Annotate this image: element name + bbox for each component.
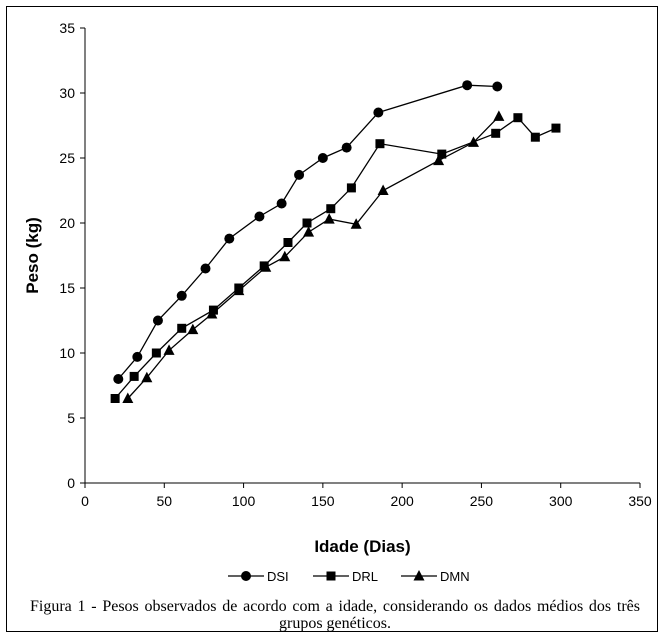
- data-point-dmn: [433, 154, 445, 166]
- data-point-drl: [129, 371, 139, 381]
- data-point-drl: [283, 238, 293, 247]
- y-tick-label: 10: [59, 345, 75, 361]
- series-line-drl: [114, 116, 557, 399]
- x-tick-label: 200: [390, 493, 414, 509]
- data-point-dmn: [303, 226, 315, 237]
- data-point-dmn: [260, 261, 272, 272]
- data-point-drl: [346, 183, 356, 193]
- data-point-drl: [375, 139, 385, 149]
- figure-caption: Figura 1 - Pesos observados de acordo co…: [30, 598, 640, 632]
- data-point-dsi: [113, 374, 124, 384]
- data-point-dmn: [206, 308, 218, 319]
- y-tick-label: 15: [59, 280, 75, 296]
- legend-item-drl: DRL: [313, 569, 378, 584]
- y-tick-label: 35: [59, 20, 75, 36]
- x-tick-label: 100: [232, 493, 256, 509]
- data-point-dmn: [350, 218, 362, 229]
- x-tick-label: 150: [311, 493, 335, 509]
- data-point-dmn: [122, 392, 134, 403]
- data-point-dmn: [377, 184, 389, 195]
- data-point-drl: [513, 113, 523, 123]
- x-tick-label: 350: [628, 493, 652, 509]
- data-point-drl: [437, 149, 447, 159]
- data-point-dsi: [294, 169, 305, 180]
- data-point-dsi: [492, 81, 503, 92]
- y-tick-label: 0: [67, 475, 75, 491]
- series-dsi: [113, 80, 503, 384]
- x-tick-label: 300: [549, 493, 573, 509]
- series-drl: [110, 113, 561, 403]
- data-point-dsi: [276, 198, 287, 209]
- data-point-drl: [491, 128, 501, 138]
- data-point-drl: [110, 394, 120, 403]
- data-point-dsi: [341, 142, 352, 153]
- legend-marker: [241, 571, 251, 581]
- data-point-drl: [177, 323, 187, 333]
- data-point-dsi: [254, 211, 265, 222]
- y-tick-label: 5: [67, 410, 75, 426]
- data-point-dsi: [373, 107, 384, 118]
- legend-item-dsi: DSI: [228, 569, 289, 584]
- data-point-dmn: [493, 110, 505, 121]
- x-tick-label: 0: [81, 493, 89, 509]
- data-point-dsi: [224, 233, 235, 244]
- y-axis-title: Peso (kg): [23, 217, 42, 294]
- data-point-dmn: [141, 371, 153, 383]
- legend-marker: [326, 571, 336, 581]
- y-tick-label: 30: [59, 85, 75, 101]
- data-point-drl: [551, 123, 561, 133]
- data-point-dmn: [233, 284, 245, 296]
- series-dmn: [122, 110, 505, 403]
- data-point-dsi: [462, 80, 473, 91]
- data-point-dsi: [132, 351, 143, 362]
- data-point-drl: [208, 305, 218, 315]
- legend-label: DMN: [440, 569, 470, 584]
- legend-item-dmn: DMN: [401, 569, 470, 584]
- x-axis-title: Idade (Dias): [314, 537, 410, 556]
- data-point-drl: [151, 348, 161, 358]
- series-line-dsi: [117, 84, 498, 380]
- data-point-dmn: [279, 250, 291, 262]
- data-point-dmn: [468, 136, 479, 147]
- data-point-drl: [326, 204, 336, 214]
- x-tick-label: 50: [156, 493, 172, 509]
- legend-label: DRL: [352, 569, 378, 584]
- data-point-drl: [302, 218, 312, 228]
- plot-area: [110, 80, 561, 403]
- y-tick-label: 25: [59, 150, 75, 166]
- data-point-dsi: [152, 315, 163, 326]
- y-tick-label: 20: [59, 215, 75, 231]
- data-point-dsi: [317, 153, 328, 163]
- data-point-dmn: [163, 344, 175, 355]
- data-point-drl: [530, 132, 540, 142]
- x-tick-label: 250: [470, 493, 494, 509]
- data-point-dsi: [200, 263, 211, 274]
- figure-frame: [6, 6, 658, 632]
- legend-marker: [413, 570, 425, 581]
- legend-label: DSI: [267, 569, 289, 584]
- series-line-dmn: [127, 115, 500, 399]
- data-point-dmn: [187, 323, 199, 335]
- legend: DSI DRL DMN: [228, 569, 470, 584]
- data-point-dmn: [323, 213, 335, 224]
- data-point-dsi: [176, 290, 187, 301]
